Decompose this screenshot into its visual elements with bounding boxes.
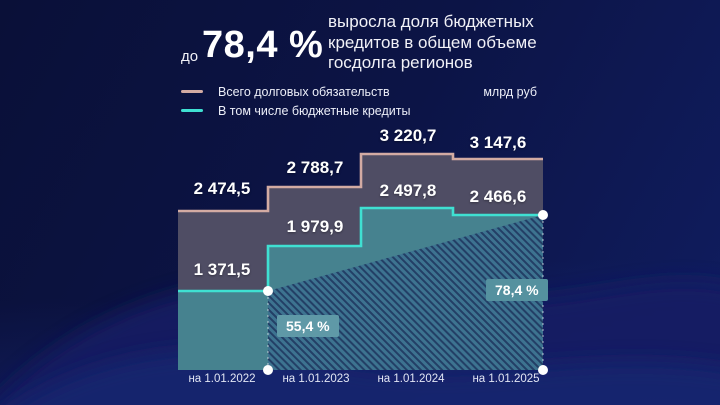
value-label-budget-2024: 2 497,8 [379,181,437,200]
value-label-total-2025: 3 147,6 [469,133,527,152]
headline-subtitle: выросла доля бюджетных кредитов в общем … [328,12,537,74]
marker-dot-2025-base [538,365,548,375]
share-badge-78: 78,4 % [486,279,548,301]
value-label-total-2022: 2 474,5 [193,179,251,198]
subtitle-line-3: госдолга регионов [328,53,473,72]
share-badge-55: 55,4 % [277,315,339,337]
marker-dot-2022-base [263,365,273,375]
value-label-budget-2023: 1 979,9 [286,217,344,236]
units-label: млрд руб [483,85,537,99]
axis-label-2024: на 1.01.2024 [377,373,445,385]
legend-item-total: Всего долговых обязательств [181,84,410,99]
legend-swatch-budget [181,109,203,112]
axis-label-2025: на 1.01.2025 [472,373,540,385]
marker-dot-2022-top [263,286,273,296]
legend: Всего долговых обязательств В том числе … [181,84,410,122]
legend-swatch-total [181,90,203,93]
axis-label-2022: на 1.01.2022 [188,373,256,385]
headline-value: 78,4 % [202,24,324,66]
budget-credits-line [178,206,543,293]
legend-item-budget: В том числе бюджетные кредиты [181,103,410,118]
value-label-total-2024: 3 220,7 [379,126,437,145]
marker-dot-2025-top [538,210,548,220]
headline-prefix: до [181,48,199,65]
value-label-budget-2025: 2 466,6 [469,187,527,206]
value-label-total-2023: 2 788,7 [286,158,344,177]
total-debt-line [178,152,543,213]
legend-label-total: Всего долговых обязательств [218,84,390,99]
axis-label-2023: на 1.01.2023 [282,373,350,385]
subtitle-line-1: выросла доля бюджетных [328,12,534,31]
legend-label-budget: В том числе бюджетные кредиты [218,103,411,118]
subtitle-line-2: кредитов в общем объеме [328,32,537,52]
value-label-budget-2022: 1 371,5 [193,260,251,279]
